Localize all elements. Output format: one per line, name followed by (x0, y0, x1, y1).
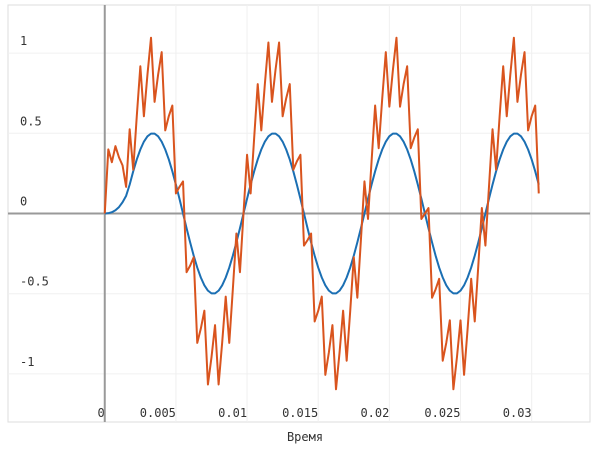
y-tick-label: 0 (20, 195, 27, 209)
x-tick-label: 0.03 (503, 406, 532, 420)
y-tick-label: 0.5 (20, 114, 42, 128)
y-tick-label: 1 (20, 34, 27, 48)
series-line (103, 36, 540, 391)
x-tick-label: 0.02 (360, 406, 389, 420)
x-tick-label: 0.025 (424, 406, 460, 420)
y-tick-label: -1 (20, 355, 34, 369)
x-tick-label: 0 (98, 406, 105, 420)
x-axis-label: Время (287, 430, 323, 444)
x-tick-label: 0.015 (282, 406, 318, 420)
y-tick-label: -0.5 (20, 275, 49, 289)
x-tick-label: 0.005 (140, 406, 176, 420)
x-tick-label: 0.01 (218, 406, 247, 420)
